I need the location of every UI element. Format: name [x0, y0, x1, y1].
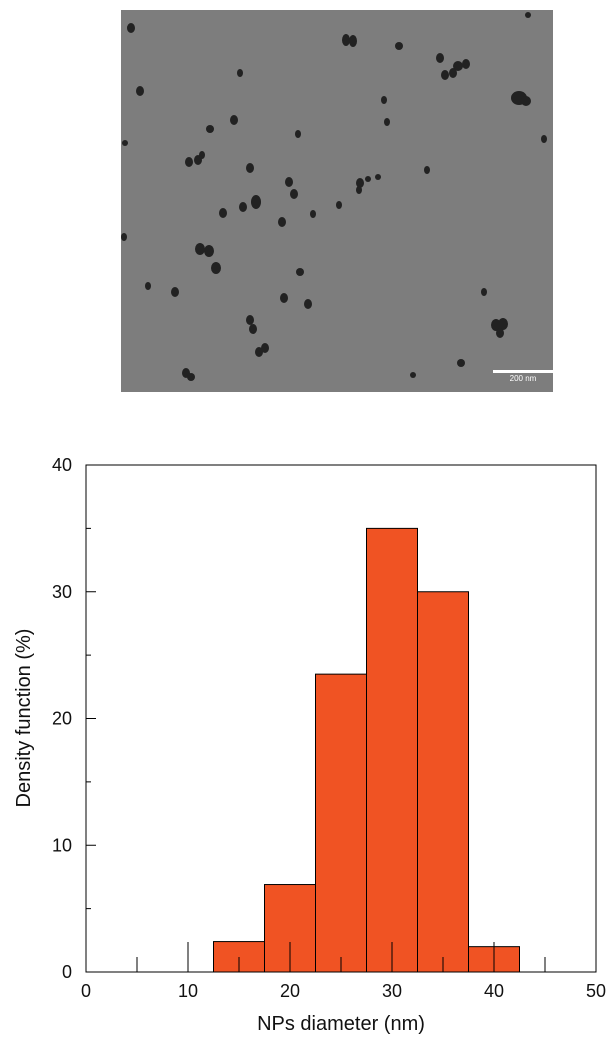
y-tick-label: 0: [62, 962, 72, 982]
y-tick-label: 30: [52, 582, 72, 602]
x-tick-label: 20: [280, 981, 300, 1001]
scale-label: 200 nm: [510, 374, 537, 383]
bar: [366, 527, 418, 973]
bar: [417, 591, 469, 973]
x-tick-label: 0: [81, 981, 91, 1001]
scale-bar: [493, 370, 553, 373]
x-tick-label: 10: [178, 981, 198, 1001]
y-tick-label: 20: [52, 709, 72, 729]
x-tick-label: 40: [484, 981, 504, 1001]
y-tick-label: 40: [52, 455, 72, 475]
y-tick-label: 10: [52, 835, 72, 855]
x-axis-label: NPs diameter (nm): [257, 1013, 425, 1035]
chart: NPs diameter (nm) Density function (%) 0…: [13, 455, 606, 1035]
y-axis-label: Density function (%): [13, 629, 35, 808]
micrograph: 200 nm: [121, 10, 553, 392]
micrograph-background: [121, 10, 553, 392]
particles: [121, 12, 547, 381]
x-tick-label: 50: [586, 981, 606, 1001]
x-tick-label: 30: [382, 981, 402, 1001]
bar: [315, 673, 367, 973]
